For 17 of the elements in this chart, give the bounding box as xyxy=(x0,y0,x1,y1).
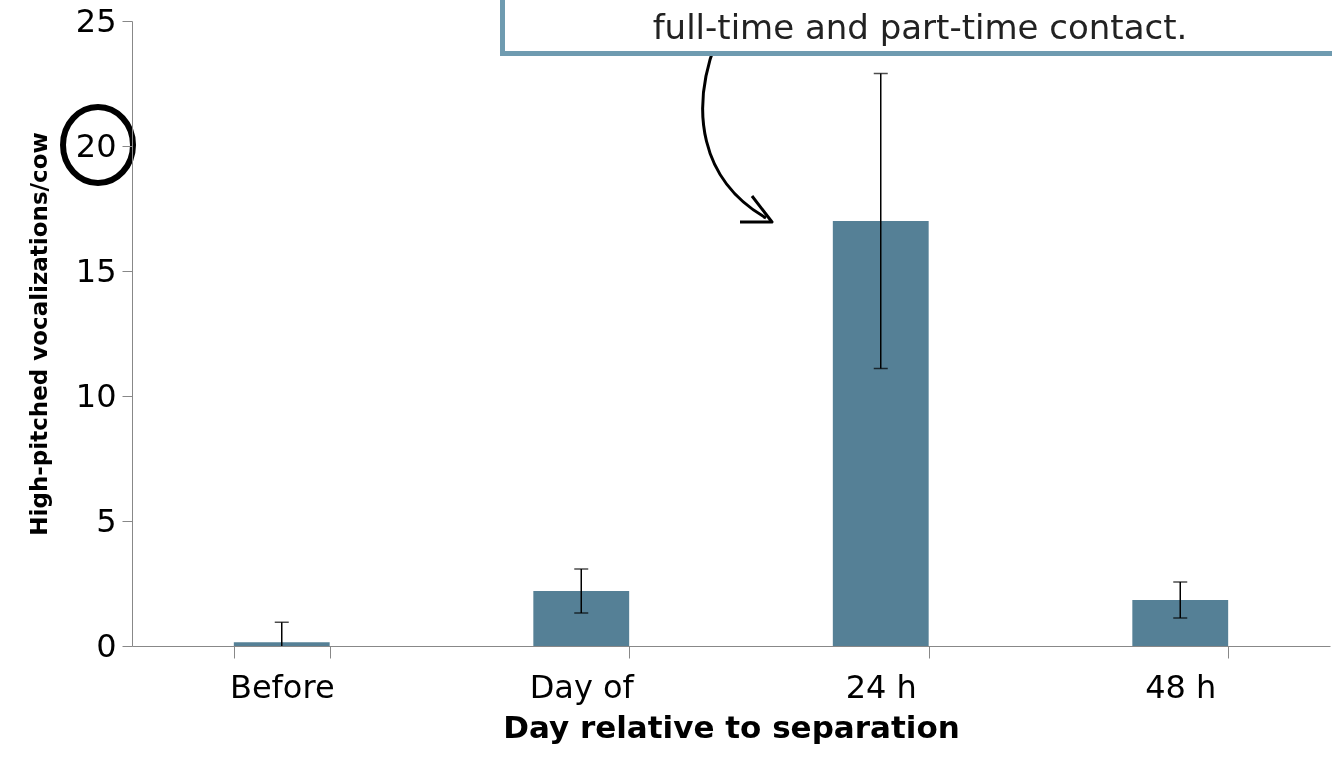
x-tick-label: 48 h xyxy=(1145,667,1217,706)
y-tick-label: 15 xyxy=(75,251,117,290)
callout-box: full-time and part-time contact. xyxy=(500,0,1332,56)
bar xyxy=(533,591,630,646)
bar xyxy=(1132,600,1229,646)
bar xyxy=(233,642,330,646)
y-axis-title: High-pitched vocalizations/cow xyxy=(25,132,52,536)
x-tick-label: Before xyxy=(229,667,335,706)
y-tick-label: 10 xyxy=(75,376,117,415)
x-axis-title: Day relative to separation xyxy=(503,708,960,745)
y-tick-label: 5 xyxy=(96,501,117,540)
y-tick-label: 25 xyxy=(75,1,117,40)
x-tick-label: 24 h xyxy=(845,667,917,706)
y-tick-label: 20 xyxy=(75,126,117,165)
x-tick-label: Day of xyxy=(529,667,635,706)
bar xyxy=(832,221,929,646)
y-tick-label: 0 xyxy=(96,626,117,665)
